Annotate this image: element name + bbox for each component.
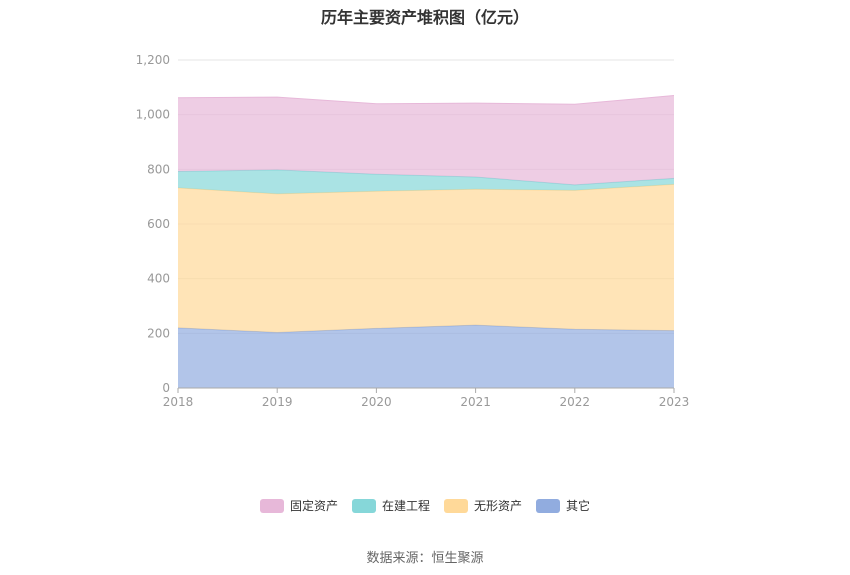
area-series-2	[178, 169, 674, 194]
legend-label: 无形资产	[474, 499, 523, 513]
y-tick-label: 1,000	[136, 108, 170, 122]
legend-label: 固定资产	[289, 499, 338, 513]
legend-swatch	[351, 498, 376, 513]
chart-title: 历年主要资产堆积图（亿元）	[320, 8, 529, 27]
area-series-group	[177, 95, 675, 388]
y-tick-label: 200	[147, 326, 170, 340]
x-tick-label: 2019	[262, 395, 293, 409]
legend-swatch	[536, 498, 561, 513]
axes: 0 200 400 600 800 1,000 1,200 2018 2019 2020 2021 2…	[136, 53, 690, 409]
legend-swatch	[444, 498, 468, 513]
y-tick-label: 1,200	[136, 53, 170, 67]
x-tick-label: 2020	[361, 395, 392, 409]
x-tick-label: 2021	[460, 395, 491, 409]
y-tick-label: 600	[147, 217, 170, 231]
area-series-0	[178, 325, 674, 388]
x-tick-label: 2018	[163, 395, 194, 409]
legend-item[interactable]: 其它	[536, 497, 590, 514]
area-series-1	[178, 184, 674, 333]
y-tick-label: 400	[147, 272, 170, 286]
legend-label: 在建工程	[381, 499, 430, 513]
source-note: 数据来源：恒生聚源	[366, 551, 484, 566]
legend-label: 其它	[566, 499, 591, 513]
x-tick-label: 2022	[560, 395, 591, 409]
legend-item[interactable]: 固定资产	[259, 497, 338, 514]
series-line-3	[177, 95, 675, 105]
legend-swatch	[259, 498, 284, 513]
y-tick-label: 800	[147, 162, 170, 176]
legend-item[interactable]: 在建工程	[351, 497, 430, 514]
legend-item[interactable]: 无形资产	[444, 497, 522, 514]
y-tick-label: 0	[162, 381, 170, 395]
area-series-3	[178, 95, 674, 185]
legend: 固定资产 在建工程 无形资产 其它	[0, 497, 850, 514]
x-tick-label: 2023	[659, 395, 690, 409]
